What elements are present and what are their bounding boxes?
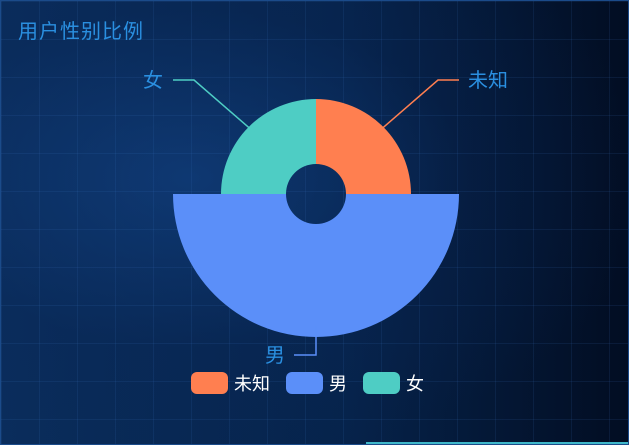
legend-swatch: [286, 372, 323, 394]
bottom-accent-bar: [366, 442, 628, 444]
chart-title: 用户性别比例: [18, 19, 144, 43]
legend-item-1[interactable]: 未知: [191, 370, 270, 396]
slice-label-1: 未知: [468, 68, 508, 92]
legend-swatch: [363, 372, 400, 394]
pie-slice-2[interactable]: [173, 194, 459, 337]
chart-legend: 未知 男 女: [191, 370, 440, 396]
label-leader-line-1: [377, 79, 459, 133]
legend-label: 女: [406, 374, 424, 395]
legend-label: 男: [329, 374, 347, 395]
legend-label: 未知: [234, 374, 270, 395]
legend-swatch: [191, 372, 228, 394]
pie-slice-1[interactable]: [316, 99, 411, 194]
pie-slice-3[interactable]: [221, 99, 316, 194]
slice-label-2: 男: [265, 343, 285, 367]
label-leader-line-3: [173, 79, 255, 133]
legend-item-3[interactable]: 女: [363, 370, 424, 396]
legend-item-2[interactable]: 男: [286, 370, 347, 396]
label-leader-line-2: [294, 325, 317, 356]
slice-label-3: 女: [143, 68, 163, 92]
